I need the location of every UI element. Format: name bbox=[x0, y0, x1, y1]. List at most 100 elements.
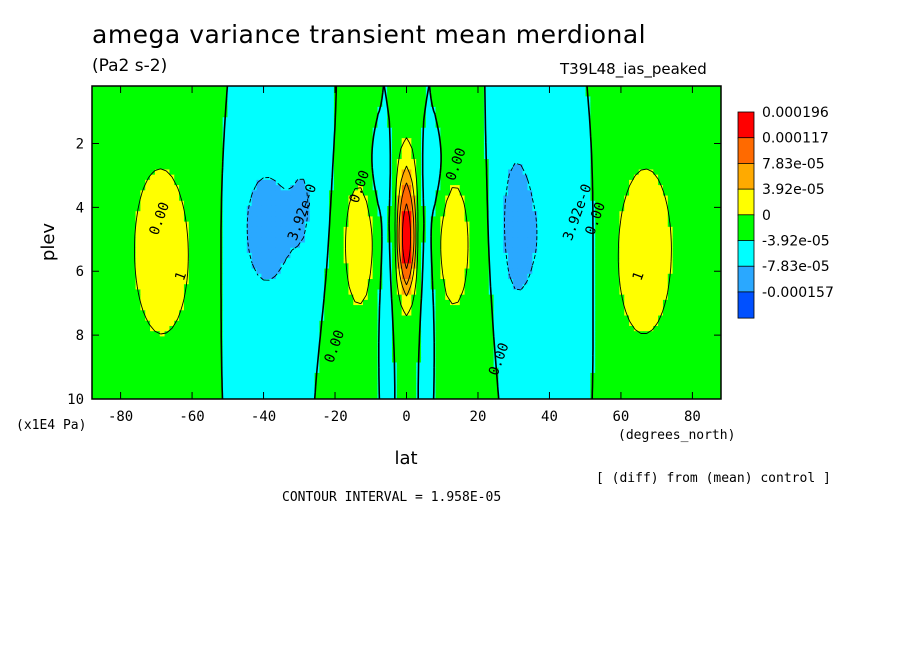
field-cell bbox=[401, 143, 408, 150]
field-cell bbox=[145, 258, 151, 264]
field-cell bbox=[266, 232, 272, 238]
field-cell bbox=[275, 221, 282, 228]
field-cell bbox=[585, 190, 591, 197]
field-cell bbox=[154, 127, 161, 134]
field-cell bbox=[571, 169, 577, 176]
field-cell bbox=[382, 268, 388, 275]
field-cell bbox=[130, 273, 137, 280]
field-cell bbox=[246, 159, 253, 165]
field-cell bbox=[406, 226, 412, 233]
field-cell bbox=[527, 226, 533, 233]
field-cell bbox=[396, 138, 403, 144]
field-cell bbox=[382, 263, 388, 270]
field-cell bbox=[454, 211, 461, 218]
field-cell bbox=[430, 164, 437, 171]
field-cell bbox=[696, 252, 703, 259]
field-cell bbox=[217, 86, 224, 92]
field-cell bbox=[208, 252, 214, 259]
field-cell bbox=[483, 106, 490, 113]
field-cell bbox=[624, 143, 630, 150]
field-cell bbox=[450, 263, 456, 270]
field-cell bbox=[174, 106, 180, 113]
field-cell bbox=[164, 273, 171, 280]
field-cell bbox=[232, 127, 238, 134]
field-cell bbox=[672, 112, 679, 118]
field-cell bbox=[314, 101, 321, 108]
field-cell bbox=[430, 179, 437, 186]
field-cell bbox=[662, 159, 669, 165]
field-cell bbox=[450, 252, 456, 259]
field-cell bbox=[106, 179, 112, 186]
field-cell bbox=[624, 132, 630, 139]
field-cell bbox=[358, 252, 364, 259]
field-cell bbox=[179, 190, 185, 197]
field-cell bbox=[183, 122, 190, 129]
field-cell bbox=[372, 263, 379, 270]
field-cell bbox=[401, 232, 408, 238]
field-cell bbox=[174, 112, 180, 118]
field-cell bbox=[662, 273, 669, 280]
field-cell bbox=[561, 185, 567, 191]
field-cell bbox=[474, 179, 480, 186]
field-cell bbox=[92, 190, 98, 197]
field-cell bbox=[222, 179, 229, 186]
field-cell bbox=[343, 279, 350, 285]
field-cell bbox=[532, 96, 538, 103]
field-cell bbox=[232, 153, 238, 160]
field-cell bbox=[575, 273, 582, 280]
field-cell bbox=[382, 252, 388, 259]
field-cell bbox=[251, 127, 258, 134]
field-cell bbox=[464, 117, 470, 124]
field-cell bbox=[595, 138, 601, 144]
field-cell bbox=[488, 101, 495, 108]
field-cell bbox=[658, 122, 664, 129]
units-label: (Pa2 s-2) bbox=[92, 56, 168, 76]
field-cell bbox=[658, 91, 664, 98]
field-cell bbox=[706, 273, 712, 280]
field-cell bbox=[358, 232, 364, 238]
field-cell bbox=[217, 164, 224, 171]
field-cell bbox=[198, 122, 204, 129]
field-cell bbox=[358, 132, 364, 139]
field-cell bbox=[575, 221, 582, 228]
field-cell bbox=[464, 91, 470, 98]
field-cell bbox=[483, 263, 490, 270]
field-cell bbox=[367, 96, 374, 103]
field-cell bbox=[135, 195, 141, 202]
field-cell bbox=[271, 211, 277, 218]
field-cell bbox=[633, 106, 640, 113]
field-cell bbox=[566, 138, 572, 144]
field-cell bbox=[445, 127, 451, 134]
field-cell bbox=[701, 273, 708, 280]
field-cell bbox=[561, 221, 567, 228]
field-cell bbox=[672, 232, 679, 238]
field-cell bbox=[140, 247, 146, 254]
field-cell bbox=[527, 112, 533, 118]
field-cell bbox=[561, 143, 567, 150]
field-cell bbox=[116, 273, 122, 280]
field-cell bbox=[300, 96, 306, 103]
field-cell bbox=[362, 232, 369, 238]
field-cell bbox=[406, 112, 412, 118]
field-cell bbox=[672, 148, 679, 155]
field-cell bbox=[159, 132, 166, 139]
field-cell bbox=[309, 112, 316, 118]
field-cell bbox=[638, 185, 645, 191]
field-cell bbox=[638, 258, 645, 264]
field-cell bbox=[154, 200, 161, 207]
field-cell bbox=[425, 247, 432, 254]
field-cell bbox=[372, 174, 379, 181]
field-cell bbox=[179, 247, 185, 254]
field-cell bbox=[406, 247, 412, 254]
field-cell bbox=[193, 242, 200, 249]
field-cell bbox=[256, 284, 262, 291]
field-cell bbox=[716, 273, 721, 280]
field-cell bbox=[532, 211, 538, 218]
field-cell bbox=[261, 106, 267, 113]
field-cell bbox=[687, 148, 693, 155]
field-cell bbox=[198, 263, 204, 270]
field-cell bbox=[246, 268, 253, 275]
field-cell bbox=[541, 91, 548, 98]
field-cell bbox=[396, 96, 403, 103]
field-cell bbox=[174, 132, 180, 139]
